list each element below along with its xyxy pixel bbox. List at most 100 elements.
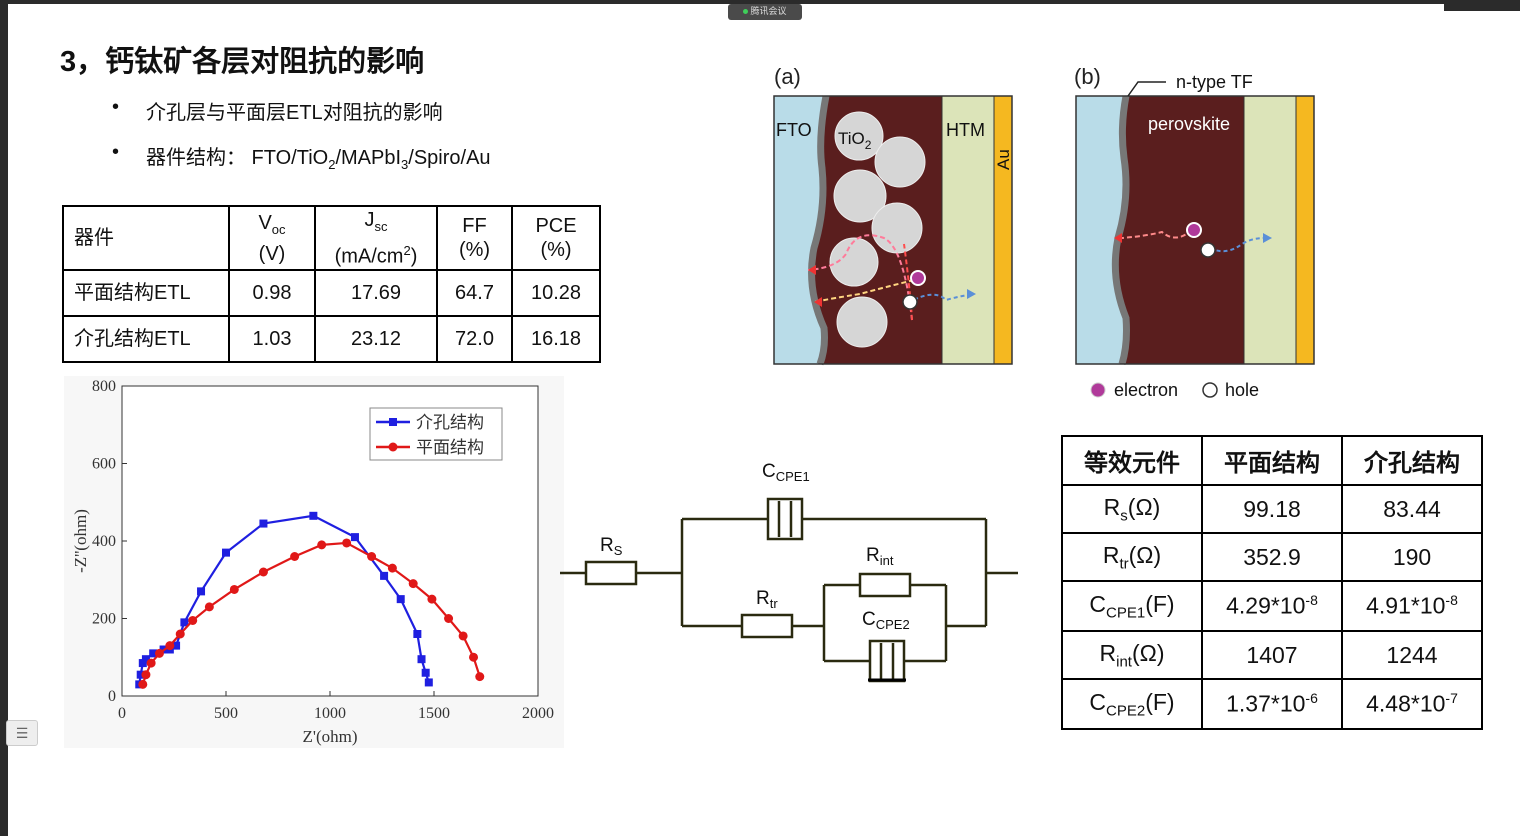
label-tio2: TiO2 [838,129,872,152]
data-point-meso [424,678,433,687]
legend-marker-planar [388,442,398,452]
ntype-pointer [1127,81,1166,97]
htm-layer-b [1243,95,1297,365]
hole-path-b [1209,237,1265,253]
data-point-meso [396,595,405,604]
y-tick-label: 0 [108,688,116,705]
device-diagram-a: (a) FTO TiO2 HTM Au [773,64,1013,366]
electron-dot [910,270,926,286]
diagram-a-label: (a) [774,64,801,89]
arrow-left-2 [814,297,822,307]
legend-electron-marker [1090,382,1106,398]
header-voc: Voc (V) [228,205,316,271]
table-row: Rint(Ω) 1407 1244 [1061,630,1483,680]
htm-layer [941,95,995,365]
legend-marker-meso [389,418,397,426]
legend-hole-label: hole [1225,380,1259,400]
list-icon[interactable]: ☰ [6,720,38,746]
label-perovskite: perovskite [1148,114,1230,134]
data-point-planar [290,552,300,561]
au-layer [993,95,1013,365]
compact-tio2-layer [808,95,830,366]
equivalent-circuit: RS CCPE1 Rtr Rint CCPE2 [560,461,1018,683]
diagram-b-frame [1075,95,1315,365]
x-tick-label: 1000 [314,705,346,722]
data-point-planar [387,563,397,573]
bullet-symbol: • [112,96,120,118]
legend-label-meso: 介孔结构 [416,413,484,432]
electron-path-b [1121,229,1193,239]
x-tick-label: 1500 [418,705,450,722]
data-point-planar [204,602,214,612]
data-point-planar [469,652,479,662]
table-header-row: 器件 Voc (V) Jsc (mA/cm2) FF (%) PCE (%) [62,205,601,271]
y-tick-label: 400 [92,533,116,550]
data-point-planar [367,552,377,561]
table-header-row: 等效元件 平面结构 介孔结构 [1061,435,1483,486]
recording-dot-icon [743,9,749,14]
data-point-meso [141,655,150,664]
data-point-planar [444,614,454,623]
chart-legend: 介孔结构 平面结构 [369,407,503,461]
equivalent-element-table: 等效元件 平面结构 介孔结构 Rs(Ω) 99.18 83.44 Rtr(Ω) … [1061,435,1483,730]
y-tick-label: 200 [92,611,116,628]
label-fto: FTO [776,120,812,140]
diagram-a-frame [773,95,1013,365]
x-tick-label: 500 [214,705,238,722]
arrow-left-b [1114,233,1122,243]
performance-table: 器件 Voc (V) Jsc (mA/cm2) FF (%) PCE (%) 平面结构E… [62,205,601,363]
bullet-text: 介孔层与平面层ETL对阻抗的影响 [146,102,443,124]
window-top-bar [0,0,1520,4]
legend-electron-label: electron [1114,380,1178,400]
x-axis-label: Z'(ohm) [303,727,358,746]
hole-dot-b [1200,242,1216,258]
data-point-meso [417,655,426,664]
data-point-planar [146,658,156,668]
data-point-meso [309,511,318,520]
chart-series [135,511,485,689]
label-ntype: n-type TF [1176,72,1253,92]
data-point-meso [413,630,422,638]
meeting-indicator[interactable]: 腾讯会议 [728,4,802,20]
header-pce: PCE (%) [511,205,601,271]
arrow-right [967,289,976,299]
data-point-planar [188,615,198,625]
data-point-meso [180,618,189,627]
data-point-meso [172,641,181,650]
data-point-meso [380,571,389,580]
y-axis-label: -Z''(ohm) [71,509,90,573]
table-row: Rs(Ω) 99.18 83.44 [1061,484,1483,534]
data-point-meso [197,587,206,596]
data-point-meso [421,668,430,677]
legend-hole-marker [1202,382,1218,398]
label-rint: Rint [866,545,894,568]
data-point-meso [222,548,230,557]
data-point-planar [258,567,268,577]
table-row: 平面结构ETL 0.98 17.69 64.7 10.28 [62,269,601,317]
header-device: 器件 [62,205,230,271]
data-point-planar [342,538,352,548]
data-point-planar [138,679,148,689]
cpe1-symbol [766,497,804,541]
slide-title: 3，钙钛矿各层对阻抗的影响 [60,46,425,78]
tio2-particles [829,111,926,348]
data-point-meso [149,649,158,658]
bullet-symbol: • [112,141,120,163]
table-row: CCPE2(F) 1.37*10-6 4.48*10-7 [1061,678,1483,730]
data-point-planar [141,670,151,680]
slide-canvas: 3，钙钛矿各层对阻抗的影响 • 介孔层与平面层ETL对阻抗的影响 • 器件结构：… [8,4,1520,836]
data-point-planar [175,629,185,639]
data-point-meso [350,533,359,542]
label-cpe2: CCPE2 [862,609,910,632]
cpe2-symbol [868,639,906,683]
y-tick-label: 800 [92,378,116,395]
device-diagram-b: (b) n-type TF perovskite electron hole [1074,64,1315,400]
header-jsc: Jsc (mA/cm2) [314,205,438,271]
legend-label-planar: 平面结构 [416,438,484,457]
hole-dot [902,294,918,310]
data-point-meso [259,519,268,528]
data-point-meso [136,670,145,679]
data-point-planar [475,672,485,682]
data-point-planar [229,584,239,594]
table-row: Rtr(Ω) 352.9 190 [1061,532,1483,582]
